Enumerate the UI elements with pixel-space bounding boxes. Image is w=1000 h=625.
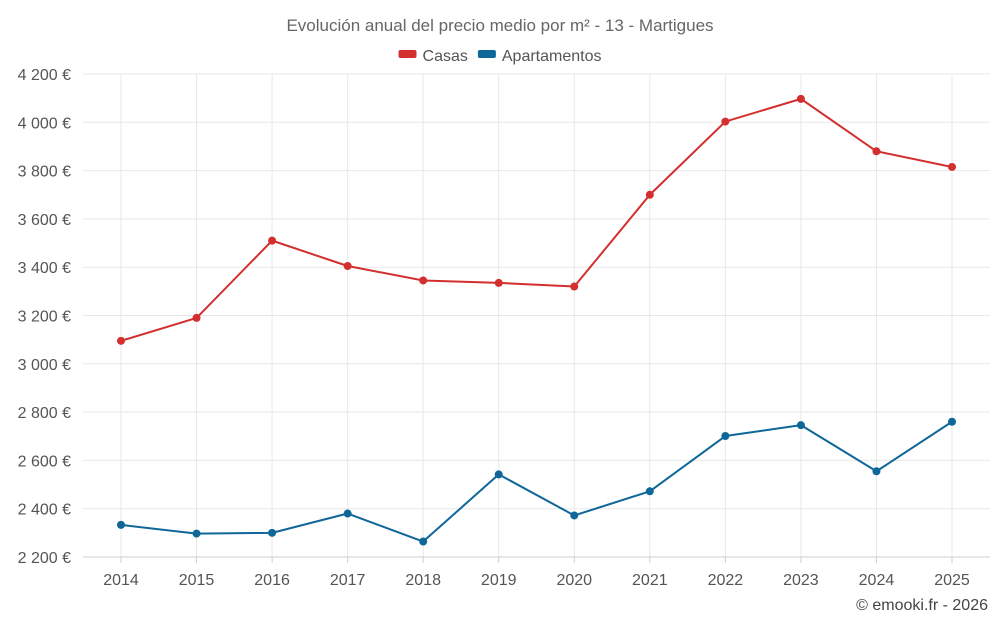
data-point-apartamentos[interactable] xyxy=(268,528,277,537)
data-point-casas[interactable] xyxy=(796,94,805,103)
x-tick-label: 2021 xyxy=(632,572,668,589)
data-point-apartamentos[interactable] xyxy=(192,529,201,538)
y-tick-label: 2 800 € xyxy=(18,405,71,422)
data-point-apartamentos[interactable] xyxy=(721,432,730,441)
x-tick-label: 2016 xyxy=(254,572,290,589)
y-tick-label: 4 000 € xyxy=(18,115,71,132)
data-point-apartamentos[interactable] xyxy=(343,509,352,518)
data-point-casas[interactable] xyxy=(268,236,277,245)
data-point-apartamentos[interactable] xyxy=(948,417,956,426)
x-tick-label: 2019 xyxy=(481,572,517,589)
y-tick-label: 3 000 € xyxy=(18,357,71,374)
x-tick-label: 2020 xyxy=(556,572,592,589)
data-point-apartamentos[interactable] xyxy=(494,470,503,479)
series-line-casas xyxy=(120,97,953,342)
data-point-casas[interactable] xyxy=(494,278,503,287)
y-tick-label: 4 200 € xyxy=(18,67,71,84)
credit-text: © emooki.fr - 2026 xyxy=(856,597,988,614)
y-tick-label: 2 200 € xyxy=(18,550,71,567)
data-point-casas[interactable] xyxy=(570,282,579,291)
x-tick-label: 2018 xyxy=(405,572,441,589)
x-tick-label: 2025 xyxy=(934,572,970,589)
legend-label-apartamentos: Apartamentos xyxy=(502,48,602,65)
data-point-apartamentos[interactable] xyxy=(645,487,654,496)
data-point-apartamentos[interactable] xyxy=(570,511,579,520)
data-point-apartamentos[interactable] xyxy=(419,537,428,546)
data-point-apartamentos[interactable] xyxy=(796,421,805,430)
data-point-casas[interactable] xyxy=(721,117,730,126)
y-tick-label: 2 600 € xyxy=(18,453,71,470)
legend-swatch-apartamentos[interactable] xyxy=(477,50,496,58)
y-tick-label: 2 400 € xyxy=(18,502,71,519)
x-tick-label: 2024 xyxy=(859,572,895,589)
y-tick-label: 3 400 € xyxy=(18,260,71,277)
y-tick-label: 3 200 € xyxy=(18,309,71,326)
data-point-casas[interactable] xyxy=(872,147,881,156)
data-point-casas[interactable] xyxy=(948,162,956,171)
data-point-apartamentos[interactable] xyxy=(872,467,881,476)
y-axis: 2 200 € 2 400 € 2 600 € 2 800 € 3 000 € 3 200… xyxy=(18,67,71,567)
chart-title: Evolución anual del precio medio por m² … xyxy=(286,16,713,35)
grid xyxy=(83,73,990,558)
series-line-apartamentos xyxy=(120,420,953,543)
data-point-casas[interactable] xyxy=(117,336,125,345)
series-group xyxy=(117,94,956,546)
y-tick-label: 3 800 € xyxy=(18,164,71,181)
data-point-casas[interactable] xyxy=(343,261,352,270)
data-point-casas[interactable] xyxy=(192,313,201,322)
legend: Casas Apartamentos xyxy=(398,48,602,65)
x-tick-label: 2023 xyxy=(783,572,819,589)
x-axis: 2014 2015 2016 2017 2018 2019 2020 2021 2022 2023… xyxy=(83,556,990,589)
legend-swatch-casas[interactable] xyxy=(398,50,417,58)
x-tick-label: 2014 xyxy=(103,572,139,589)
data-point-apartamentos[interactable] xyxy=(117,520,125,529)
y-tick-label: 3 600 € xyxy=(18,212,71,229)
x-tick-label: 2022 xyxy=(708,572,744,589)
data-point-casas[interactable] xyxy=(645,190,654,199)
data-point-casas[interactable] xyxy=(419,276,428,285)
x-tick-label: 2015 xyxy=(179,572,215,589)
x-tick-label: 2017 xyxy=(330,572,366,589)
legend-label-casas: Casas xyxy=(423,48,468,65)
